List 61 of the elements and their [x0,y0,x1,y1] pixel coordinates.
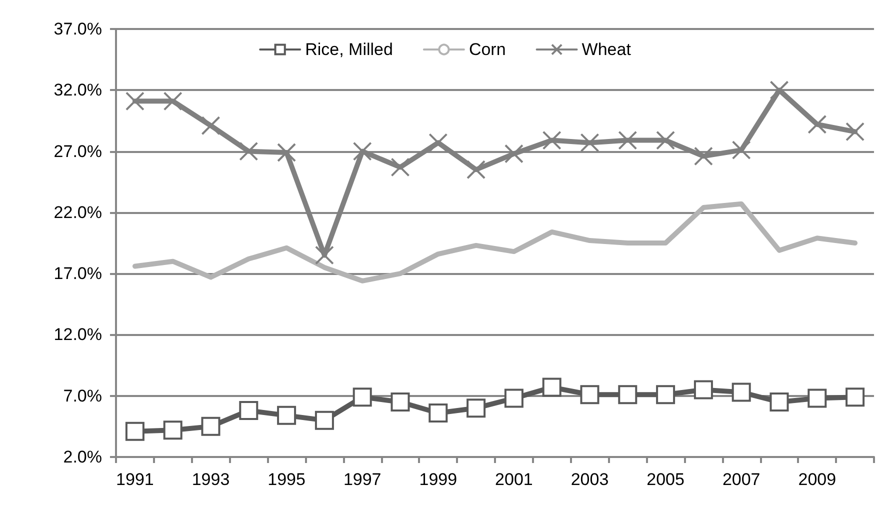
point [694,380,713,400]
point [163,420,182,440]
y-tick-label: 12.0% [54,325,102,344]
point [466,160,486,180]
point [580,133,600,152]
point [390,392,410,412]
point [390,158,410,177]
point [277,406,296,425]
point [504,144,524,164]
point [656,130,676,150]
point [808,114,827,134]
point [125,92,144,111]
legend-label: Wheat [582,40,632,59]
x-tick-label: 2007 [722,470,760,489]
point [618,385,638,404]
point [125,422,144,441]
point [314,410,334,430]
point [846,388,865,407]
point [163,92,182,111]
point [618,130,638,150]
point [239,401,258,420]
point [314,246,334,265]
point [770,392,789,412]
x-tick-label: 2005 [646,470,684,489]
point [466,398,486,418]
y-tick-label: 22.0% [54,202,102,222]
point [201,416,220,436]
y-tick-label: 32.0% [54,80,102,100]
point [808,388,827,408]
y-tick-label: 17.0% [54,264,102,284]
point [656,385,676,404]
x-tick-label: 2003 [570,470,609,489]
point [504,388,524,408]
point [428,133,448,152]
y-tick-label: 37.0% [54,20,102,38]
x-tick-label: 1999 [419,470,458,489]
x-tick-label: 2009 [798,470,836,489]
point [201,116,220,136]
point [770,80,789,100]
legend-label: Rice, Milled [305,40,393,59]
point [542,378,562,397]
legend-label: Corn [468,40,506,59]
point [352,142,372,161]
point [580,385,600,404]
x-tick-label: 2001 [495,470,533,489]
point [732,382,751,402]
point [732,140,751,160]
y-tick-label: 7.0% [63,386,102,406]
y-tick-label: 2.0% [63,448,102,466]
point [277,143,296,162]
point [239,142,258,161]
point [694,146,713,166]
point [352,388,372,407]
point [428,403,448,422]
y-tick-label: 27.0% [54,142,102,161]
x-tick-label: 1993 [192,470,230,489]
x-tick-label: 1995 [268,470,306,489]
point [542,130,562,150]
point [846,122,865,142]
x-tick-label: 1997 [343,470,382,489]
x-tick-label: 1991 [116,470,154,489]
